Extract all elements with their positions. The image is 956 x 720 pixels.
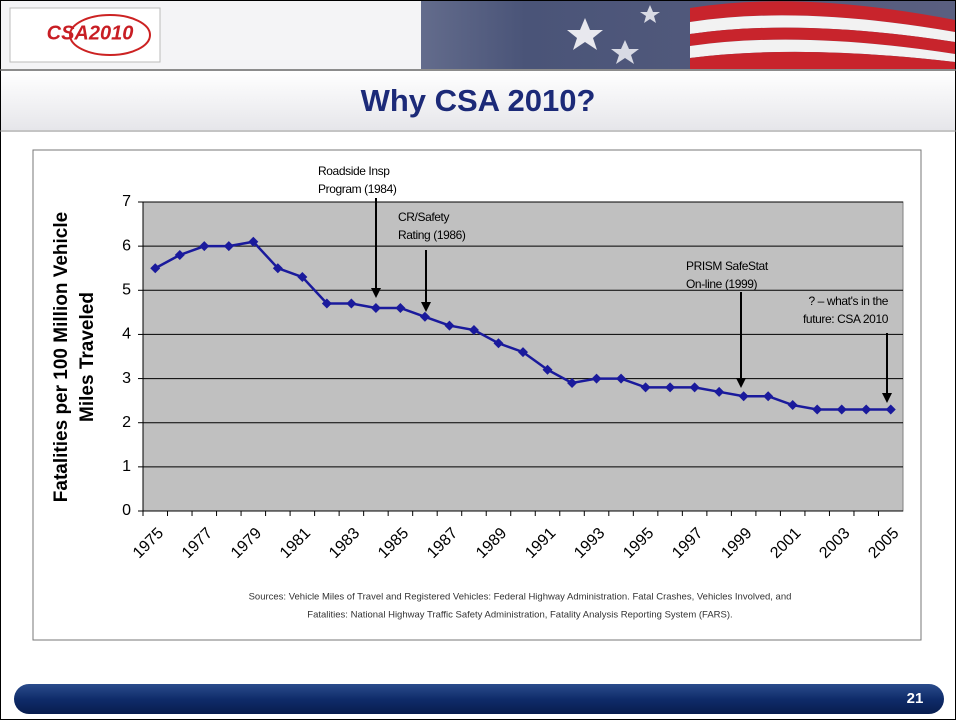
- data-point: [812, 404, 823, 415]
- data-point: [174, 249, 185, 260]
- data-point: [714, 386, 725, 397]
- annotation-arrowhead: [882, 393, 892, 403]
- y-axis-label: Miles Traveled: [77, 292, 98, 422]
- data-point: [248, 236, 259, 247]
- annotation: Rating (1986): [398, 228, 466, 242]
- title-band: [1, 72, 955, 130]
- data-point: [542, 364, 553, 375]
- data-point: [665, 382, 676, 393]
- y-tick-label: 7: [122, 193, 131, 210]
- data-point: [150, 263, 161, 274]
- annotation-arrowhead: [371, 288, 381, 298]
- annotation: PRISM SafeStat: [686, 259, 769, 273]
- data-point: [370, 302, 381, 313]
- logo-swoosh: [69, 14, 151, 56]
- annotation: CR/Safety: [398, 210, 449, 224]
- data-point: [861, 404, 872, 415]
- annotation: ? – what's in the: [808, 294, 888, 308]
- source-note: Sources: Vehicle Miles of Travel and Reg…: [249, 592, 792, 603]
- logo-box: [9, 7, 161, 63]
- source-note: Fatalities: National Highway Traffic Saf…: [307, 610, 732, 621]
- data-point: [567, 377, 578, 388]
- data-point: [223, 241, 234, 252]
- data-point: [787, 400, 798, 411]
- data-point: [640, 382, 651, 393]
- data-point: [616, 373, 627, 384]
- y-tick-label: 0: [122, 502, 131, 519]
- annotation-arrowhead: [421, 302, 431, 312]
- flag: [567, 1, 955, 69]
- data-point: [468, 325, 479, 336]
- y-axis-label: Fatalities per 100 Million Vehicle: [51, 212, 72, 502]
- annotation: Program (1984): [318, 182, 397, 196]
- annotation: Roadside Insp: [318, 164, 390, 178]
- data-point: [763, 391, 774, 402]
- y-tick-label: 4: [122, 326, 131, 343]
- annotation: On-line (1999): [686, 277, 758, 291]
- data-point: [297, 272, 308, 283]
- y-tick-label: 3: [122, 370, 131, 387]
- data-point: [321, 298, 332, 309]
- y-tick-label: 1: [122, 458, 131, 475]
- annotation: future: CSA 2010: [803, 312, 889, 326]
- data-point: [836, 404, 847, 415]
- y-tick-label: 5: [122, 282, 131, 299]
- y-tick-label: 2: [122, 414, 131, 431]
- logo: CSA2010: [47, 22, 134, 44]
- data-point: [591, 373, 602, 384]
- slide-title: Why CSA 2010?: [361, 83, 596, 118]
- data-point: [395, 302, 406, 313]
- footer-bar: [14, 684, 944, 714]
- data-point: [738, 391, 749, 402]
- data-point: [346, 298, 357, 309]
- y-tick-label: 6: [122, 237, 131, 254]
- data-point: [199, 241, 210, 252]
- data-point: [272, 263, 283, 274]
- data-point: [419, 311, 430, 322]
- header: CSA2010: [0, 1, 956, 71]
- annotation-arrowhead: [736, 378, 746, 388]
- data-point: [444, 320, 455, 331]
- data-point: [493, 338, 504, 349]
- data-point: [885, 404, 896, 415]
- data-point: [689, 382, 700, 393]
- data-point: [518, 347, 528, 358]
- page-number: 21: [907, 690, 924, 707]
